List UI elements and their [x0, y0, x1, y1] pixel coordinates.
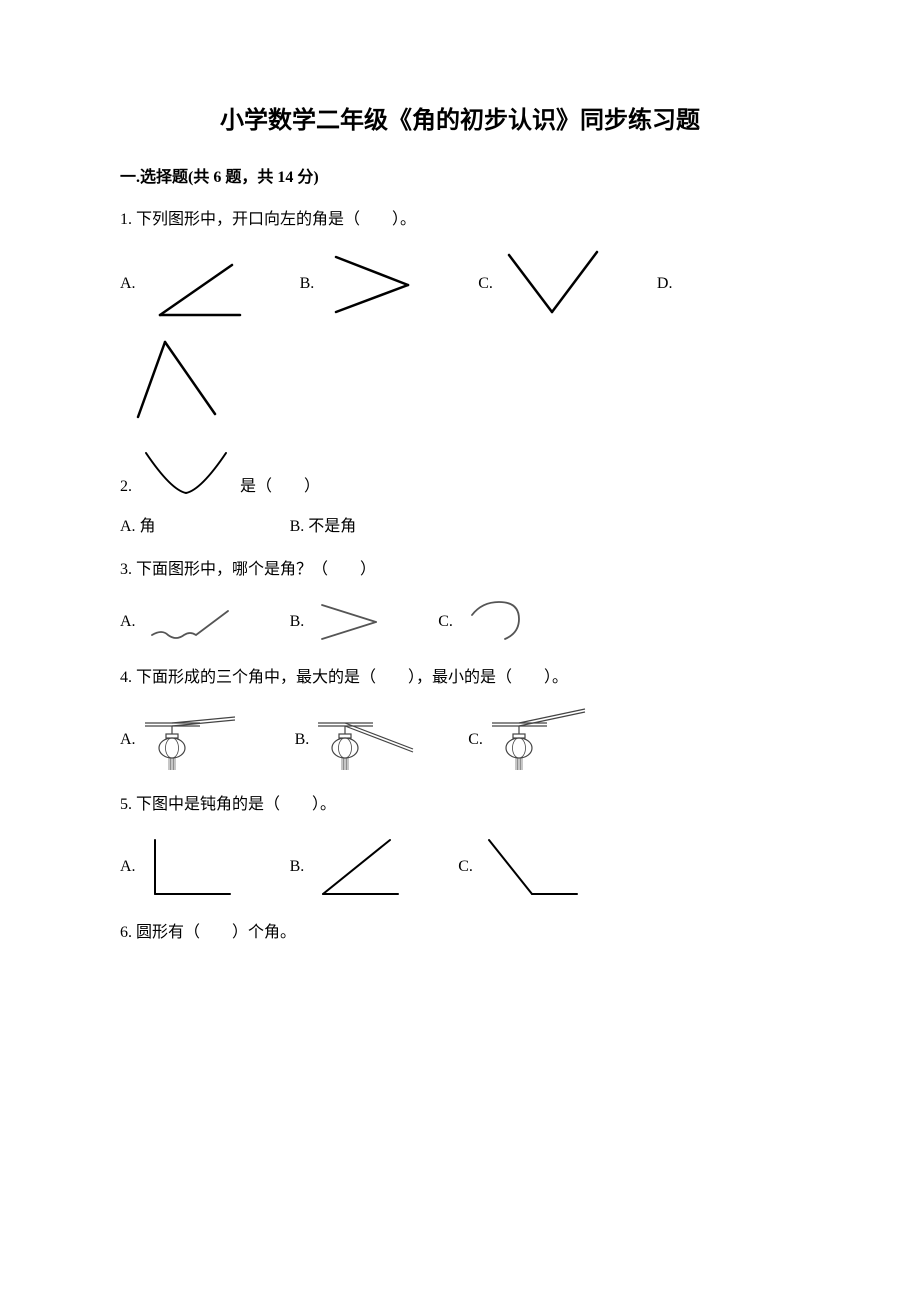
- page-title: 小学数学二年级《角的初步认识》同步练习题: [120, 100, 800, 135]
- q2-prefix: 2.: [120, 474, 132, 500]
- option-label: D.: [657, 271, 673, 297]
- angle-icon: [140, 832, 240, 902]
- q3-option-c: C.: [438, 597, 537, 647]
- option-label: B.: [295, 727, 310, 753]
- q1-option-c: C.: [478, 247, 607, 322]
- lantern-icon: [140, 704, 245, 774]
- angle-icon: [120, 332, 240, 427]
- question-5: 5. 下图中是钝角的是（ ）。 A. B. C.: [120, 792, 800, 902]
- curve-icon: [136, 445, 236, 500]
- option-label: A.: [120, 609, 136, 635]
- q2-option-b: B. 不是角: [290, 514, 361, 540]
- option-label: C.: [438, 609, 453, 635]
- option-label: A.: [120, 271, 136, 297]
- question-2: 2. 是（ ） A. 角 B. 不是角: [120, 445, 800, 540]
- option-label: B.: [290, 609, 305, 635]
- question-4: 4. 下面形成的三个角中，最大的是（ ），最小的是（ ）。 A. B. C.: [120, 665, 800, 775]
- section-header: 一.选择题(共 6 题，共 14 分): [120, 163, 800, 187]
- q4-option-b: B.: [295, 704, 419, 774]
- q5-option-b: B.: [290, 832, 409, 902]
- option-label: A.: [120, 854, 136, 880]
- q5-text: 5. 下图中是钝角的是（ ）。: [120, 792, 800, 818]
- q4-option-c: C.: [468, 704, 592, 774]
- q2-option-a: A. 角: [120, 514, 160, 540]
- q1-option-b: B.: [300, 247, 429, 322]
- q3-option-a: A.: [120, 597, 240, 647]
- lantern-icon: [313, 704, 418, 774]
- angle-icon: [497, 247, 607, 322]
- option-label: C.: [458, 854, 473, 880]
- question-1: 1. 下列图形中，开口向左的角是（ ）。 A. B. C. D.: [120, 207, 800, 427]
- q3-option-b: B.: [290, 597, 389, 647]
- shape-icon: [457, 597, 537, 647]
- question-3: 3. 下面图形中，哪个是角？（ ） A. B. C.: [120, 557, 800, 647]
- q1-option-d: D.: [657, 271, 677, 297]
- angle-icon: [140, 247, 250, 322]
- q1-text: 1. 下列图形中，开口向左的角是（ ）。: [120, 207, 800, 233]
- option-label: C.: [468, 727, 483, 753]
- shape-icon: [308, 597, 388, 647]
- option-label: B.: [290, 854, 305, 880]
- lantern-icon: [487, 704, 592, 774]
- option-label: A. 角: [120, 514, 156, 540]
- q5-option-c: C.: [458, 832, 587, 902]
- q3-text: 3. 下面图形中，哪个是角？（ ）: [120, 557, 800, 583]
- q4-text: 4. 下面形成的三个角中，最大的是（ ），最小的是（ ）。: [120, 665, 800, 691]
- q6-text: 6. 圆形有（ ）个角。: [120, 920, 800, 946]
- q2-suffix: 是（ ）: [240, 474, 320, 500]
- shape-icon: [140, 597, 240, 647]
- q4-option-a: A.: [120, 704, 245, 774]
- option-label: B. 不是角: [290, 514, 357, 540]
- q5-option-a: A.: [120, 832, 240, 902]
- q1-option-a: A.: [120, 247, 250, 322]
- option-label: A.: [120, 727, 136, 753]
- question-6: 6. 圆形有（ ）个角。: [120, 920, 800, 946]
- angle-icon: [477, 832, 587, 902]
- angle-icon: [318, 247, 428, 322]
- option-label: B.: [300, 271, 315, 297]
- option-label: C.: [478, 271, 493, 297]
- angle-icon: [308, 832, 408, 902]
